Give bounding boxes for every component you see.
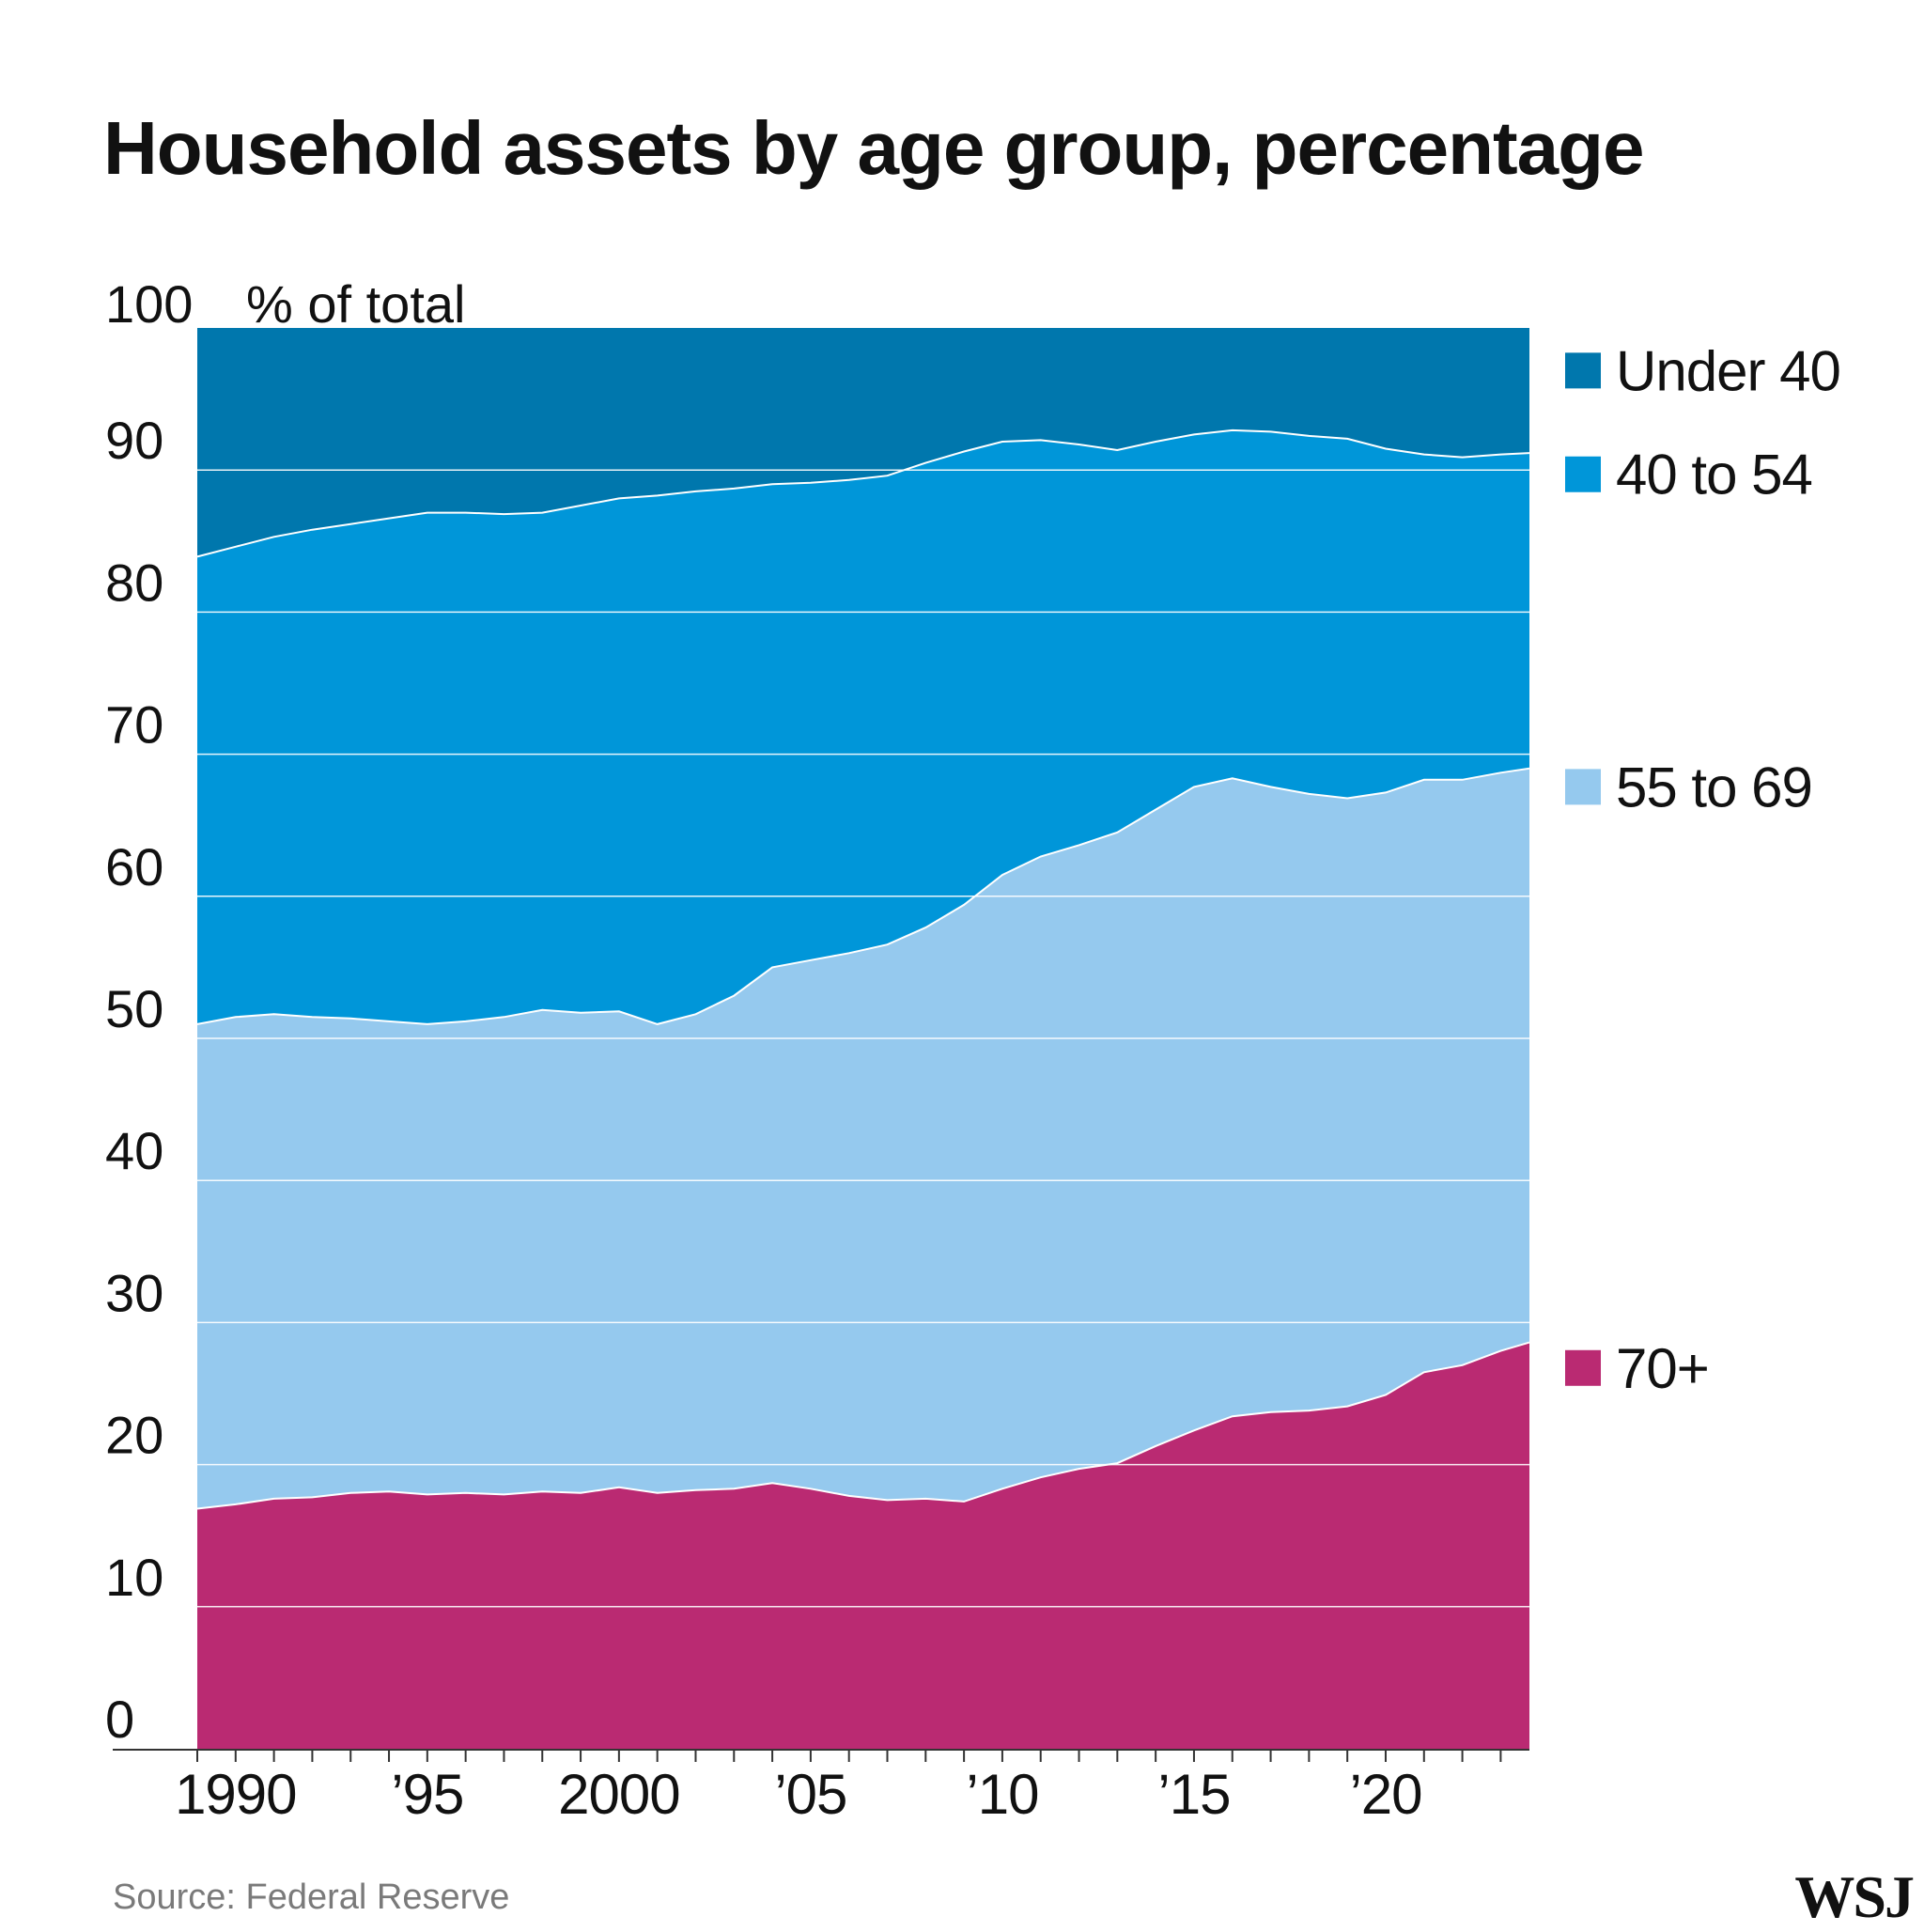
x-axis: 1990 ’95 2000 ’05 ’10 ’15 ’20 <box>113 1749 1529 1826</box>
y-tick-label-0: 0 <box>105 1690 134 1749</box>
y-tick-label-100: 100 <box>105 274 193 334</box>
x-tick-label-2000: 2000 <box>558 1763 679 1826</box>
boundary-line-55-to-69 <box>196 767 1530 1025</box>
source-note: Source: Federal Reserve <box>113 1877 510 1917</box>
y-tick-label-60: 60 <box>105 837 163 896</box>
y-tick-label-80: 80 <box>105 553 163 612</box>
x-tick-label-1990: 1990 <box>175 1763 296 1826</box>
legend-swatch-70-plus <box>1565 1349 1601 1386</box>
legend-label-55-to-69: 55 to 69 <box>1616 756 1812 818</box>
y-tick-label-30: 30 <box>105 1263 163 1322</box>
legend: Under 40 40 to 54 55 to 69 70+ <box>1565 339 1841 1400</box>
boundary-line-70-plus <box>196 1341 1530 1510</box>
legend-swatch-under-40 <box>1565 352 1601 389</box>
x-tick-label-1995: ’95 <box>391 1763 463 1826</box>
y-tick-label-20: 20 <box>105 1406 163 1465</box>
legend-swatch-40-to-54 <box>1565 456 1601 492</box>
x-tick-label-2005: ’05 <box>774 1763 846 1826</box>
chart-title: Household assets by age group, percentag… <box>103 106 1644 190</box>
y-tick-label-70: 70 <box>105 695 163 755</box>
x-tick-label-2020: ’20 <box>1349 1763 1421 1826</box>
legend-swatch-55-to-69 <box>1565 769 1601 805</box>
y-tick-label-90: 90 <box>105 411 163 470</box>
boundary-line-40-to-54 <box>196 428 1530 558</box>
y-axis-label: % of total <box>246 274 465 334</box>
legend-label-under-40: Under 40 <box>1616 339 1840 402</box>
x-tick-label-2015: ’15 <box>1157 1763 1230 1826</box>
y-tick-label-10: 10 <box>105 1548 163 1607</box>
x-tick-label-2010: ’10 <box>966 1763 1038 1826</box>
y-tick-label-50: 50 <box>105 979 163 1038</box>
y-tick-label-40: 40 <box>105 1121 163 1180</box>
wsj-logo: WSJ <box>1794 1863 1915 1930</box>
area-70-plus <box>197 1342 1529 1749</box>
legend-label-40-to-54: 40 to 54 <box>1616 444 1812 506</box>
y-axis: 0 10 20 30 40 50 60 70 80 90 100 % of total <box>105 274 465 1749</box>
legend-label-70-plus: 70+ <box>1616 1337 1709 1400</box>
gridlines <box>113 469 1529 1608</box>
